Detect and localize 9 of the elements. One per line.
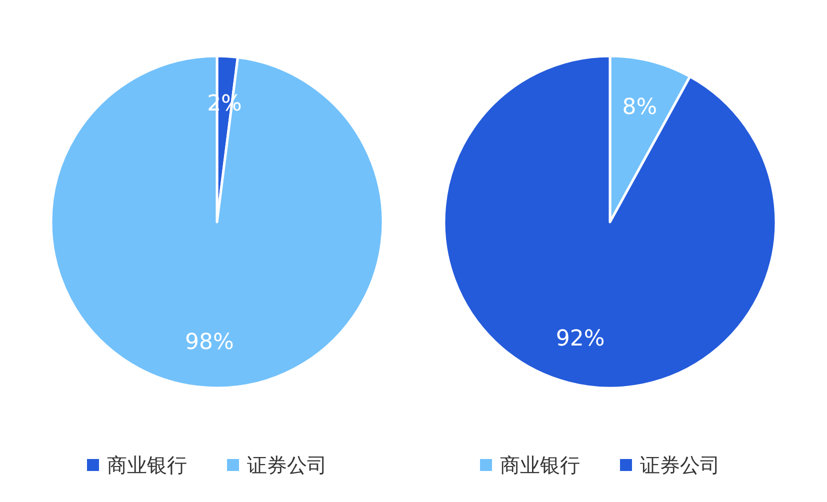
legend-label: 证券公司 [247,453,327,477]
data-label: 8% [622,94,658,120]
pie-slice [442,54,778,389]
legend-label: 商业银行 [107,453,187,477]
data-label: 98% [185,330,234,355]
data-label: 92% [556,326,605,352]
pie-slice [50,54,384,389]
legend-label: 证券公司 [640,453,720,477]
legend-label: 商业银行 [500,453,580,477]
